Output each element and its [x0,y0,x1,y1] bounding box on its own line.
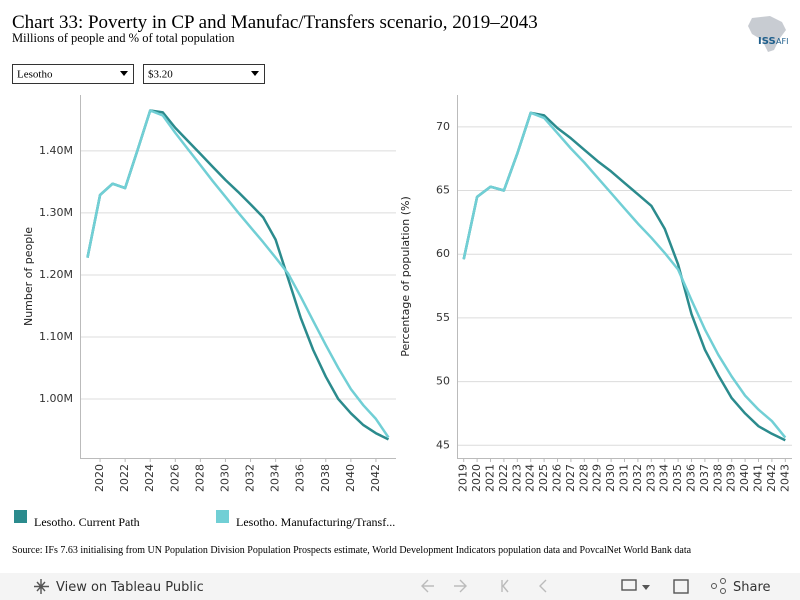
y-tick-label: 55 [436,311,450,324]
dropdown-box[interactable] [12,64,134,84]
chart: 1.00M 1.10M 1.20M 1.30M 1.40M 2020 2022 2024 202… [22,95,396,492]
revert-icon[interactable] [501,579,509,593]
pause-icon[interactable] [539,579,547,593]
y-tick-label: 50 [436,375,450,388]
legend-swatch [14,510,27,523]
series-line [462,111,786,442]
x-tick-label: 2028 [577,464,590,492]
y-tick-label: 1.20M [39,268,73,281]
y-tick-label: 60 [436,247,450,260]
y-tick-label: 1.40M [39,144,73,157]
title: Chart 33: Poverty in CP and Manufac/Tran… [12,12,538,33]
logo-subtext: AFI [776,37,788,46]
x-tick-label: 2034 [269,464,282,492]
x-tick-label: 2023 [510,464,523,492]
filter-country[interactable]: Lesotho [12,64,134,84]
x-tick-label: 2036 [685,464,698,492]
legend-label: Lesotho. Current Path [34,515,140,529]
x-tick-label: 2024 [524,464,537,492]
filter-threshold[interactable]: $3.20 [143,64,265,84]
x-tick-label: 2043 [778,464,791,492]
y-tick-label: 1.10M [39,330,73,343]
download-icon[interactable] [621,579,637,591]
x-tick-label: 2022 [118,464,131,492]
x-tick-label: 2040 [738,464,751,492]
x-tick-label: 2037 [698,464,711,492]
logo-map [748,16,786,52]
x-tick-label: 2024 [143,464,156,492]
logo: ISS AFI [748,16,788,52]
x-tick-label: 2038 [319,464,332,492]
series-line [462,111,787,439]
x-tick-label: 2042 [369,464,382,492]
redo-icon[interactable] [454,579,467,593]
x-tick-label: 2020 [93,464,106,492]
legend-swatch [216,510,229,523]
x-tick-label: 2032 [244,464,257,492]
x-tick-label: 2026 [551,464,564,492]
x-tick-label: 2031 [618,464,631,492]
x-tick-label: 2021 [484,464,497,492]
x-tick-label: 2041 [752,464,765,492]
x-tick-label: 2036 [294,464,307,492]
x-tick-label: 2025 [537,464,550,492]
series-line [86,109,390,439]
x-tick-label: 2020 [470,464,483,492]
toolbar: View on Tableau Public Share [0,573,800,600]
y-axis-label: Percentage of population (%) [399,196,412,357]
x-tick-label: 2038 [711,464,724,492]
share-link[interactable]: Share [733,580,771,595]
x-tick-label: 2040 [344,464,357,492]
share-icon[interactable] [711,583,717,589]
x-tick-label: 2030 [218,464,231,492]
y-tick-label: 70 [436,120,450,133]
x-tick-label: 2029 [591,464,604,492]
y-tick-label: 65 [436,184,450,197]
x-tick-label: 2032 [631,464,644,492]
toolbar-bg [0,573,800,600]
view-button[interactable]: View on Tableau Public [34,579,204,595]
fullscreen-icon[interactable] [673,579,689,594]
x-tick-label: 2034 [658,464,671,492]
dropdown-arrow[interactable] [251,71,259,76]
dropdown-value[interactable]: $3.20 [148,69,173,81]
x-tick-label: 2030 [604,464,617,492]
y-axis-label: Number of people [22,227,35,326]
y-tick-label: 1.00M [39,392,73,405]
y-tick-label: 45 [436,438,450,451]
x-tick-label: 2028 [193,464,206,492]
undo-icon[interactable] [421,579,434,593]
legend: Lesotho. Current Path Lesotho. Manufactur… [14,510,395,529]
legend-label: Lesotho. Manufacturing/Transf... [236,515,395,529]
logo-text: ISS [758,36,776,47]
share-button[interactable]: Share [711,578,771,596]
dropdown-arrow[interactable] [120,71,128,76]
dropdown-box[interactable] [143,64,265,84]
x-tick-label: 2026 [168,464,181,492]
x-tick-label: 2033 [644,464,657,492]
x-tick-label: 2039 [725,464,738,492]
chart: 45 50 55 60 65 70 2019 2020 2021 2022 2023 2024 2025… [399,95,792,492]
x-tick-label: 2042 [765,464,778,492]
download-arrow[interactable] [642,585,650,590]
share-icon[interactable] [720,588,726,594]
y-tick-label: 1.30M [39,206,73,219]
x-tick-label: 2035 [671,464,684,492]
x-tick-label: 2019 [457,464,470,492]
tableau-icon[interactable] [34,579,49,594]
view-link[interactable]: View on Tableau Public [56,580,204,595]
x-tick-label: 2022 [497,464,510,492]
x-tick-label: 2027 [564,464,577,492]
source-note: Source: IFs 7.63 initialising from UN Po… [12,545,692,556]
subtitle: Millions of people and % of total popula… [12,31,235,45]
dropdown-value[interactable]: Lesotho [17,69,53,81]
share-icon[interactable] [720,578,726,584]
